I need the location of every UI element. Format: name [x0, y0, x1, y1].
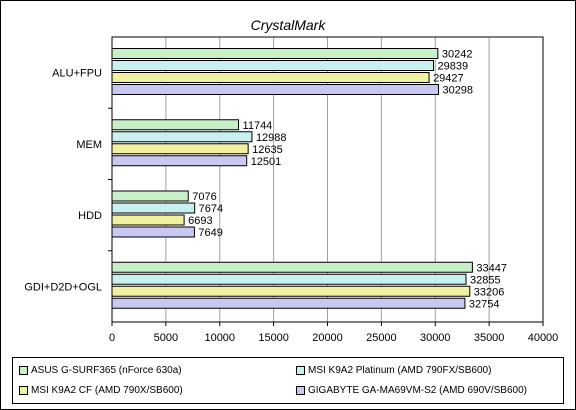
x-tick-label: 0 — [109, 332, 115, 344]
data-label: 12635 — [252, 144, 283, 156]
legend-swatch — [19, 385, 28, 395]
bar — [111, 84, 439, 95]
chart: CrystalMark 0 5000 10000 15000 20000 25000 300… — [24, 17, 559, 344]
data-label: 12501 — [251, 156, 282, 168]
data-label: 33447 — [476, 262, 507, 274]
bar — [111, 285, 471, 297]
x-tick-label: 15000 — [258, 332, 289, 344]
legend: ASUS G-SURF365 (nForce 630a) MSI K9A2 Pla… — [12, 357, 564, 404]
plot-area: 0 5000 10000 15000 20000 25000 30000 35000 40000… — [24, 36, 559, 344]
x-tick-label: 35000 — [474, 332, 505, 344]
data-label: 12988 — [256, 132, 287, 144]
x-tick-label: 40000 — [528, 332, 559, 344]
bar — [111, 190, 189, 202]
legend-label: MSI K9A2 Platinum (AMD 790FX/SB600) — [308, 365, 492, 376]
bar — [111, 155, 248, 167]
bar — [111, 214, 185, 226]
data-label: 7649 — [198, 227, 222, 239]
chart-title: CrystalMark — [251, 17, 327, 33]
category-label: ALU+FPU — [52, 68, 102, 80]
x-tick-label: 25000 — [366, 332, 397, 344]
x-tick-label: 30000 — [420, 332, 451, 344]
data-label: 7076 — [192, 191, 216, 203]
category-label: HDD — [78, 210, 102, 222]
bar — [111, 119, 240, 131]
bar — [111, 202, 196, 214]
x-tick-label: 5000 — [154, 332, 178, 344]
x-tick-label: 10000 — [204, 332, 235, 344]
bar — [111, 60, 435, 71]
legend-swatch — [296, 365, 305, 375]
data-label: 33206 — [474, 286, 505, 298]
legend-item: MSI K9A2 CF (AMD 790X/SB600) — [19, 385, 183, 396]
bar — [111, 297, 466, 309]
bar — [111, 72, 430, 83]
data-label: 30298 — [442, 85, 473, 97]
legend-label: GIGABYTE GA-MA69VM-S2 (AMD 690V/SB600) — [308, 385, 527, 396]
bar — [111, 273, 467, 285]
legend-label: MSI K9A2 CF (AMD 790X/SB600) — [31, 385, 183, 396]
category-label: GDI+D2D+OGL — [24, 281, 102, 293]
data-label: 29839 — [438, 61, 469, 73]
legend-label: ASUS G-SURF365 (nForce 630a) — [31, 365, 182, 376]
legend-item: MSI K9A2 Platinum (AMD 790FX/SB600) — [296, 365, 491, 376]
legend-item: GIGABYTE GA-MA69VM-S2 (AMD 690V/SB600) — [296, 385, 527, 396]
bar — [111, 143, 249, 155]
data-label: 29427 — [433, 73, 464, 85]
data-label: 30242 — [442, 49, 473, 61]
data-label: 32855 — [470, 274, 501, 286]
legend-swatch — [296, 385, 305, 395]
data-label: 11744 — [243, 120, 273, 132]
legend-item: ASUS G-SURF365 (nForce 630a) — [19, 365, 182, 376]
bar — [111, 261, 473, 273]
data-label: 32754 — [469, 298, 500, 310]
data-label: 7674 — [199, 203, 223, 215]
plot-border — [111, 36, 544, 323]
bar — [111, 131, 253, 143]
bar — [111, 48, 439, 59]
category-label: MEM — [76, 139, 102, 151]
x-tick-label: 20000 — [312, 332, 343, 344]
data-label: 6693 — [188, 215, 212, 227]
legend-swatch — [19, 365, 28, 375]
bar — [111, 226, 195, 238]
